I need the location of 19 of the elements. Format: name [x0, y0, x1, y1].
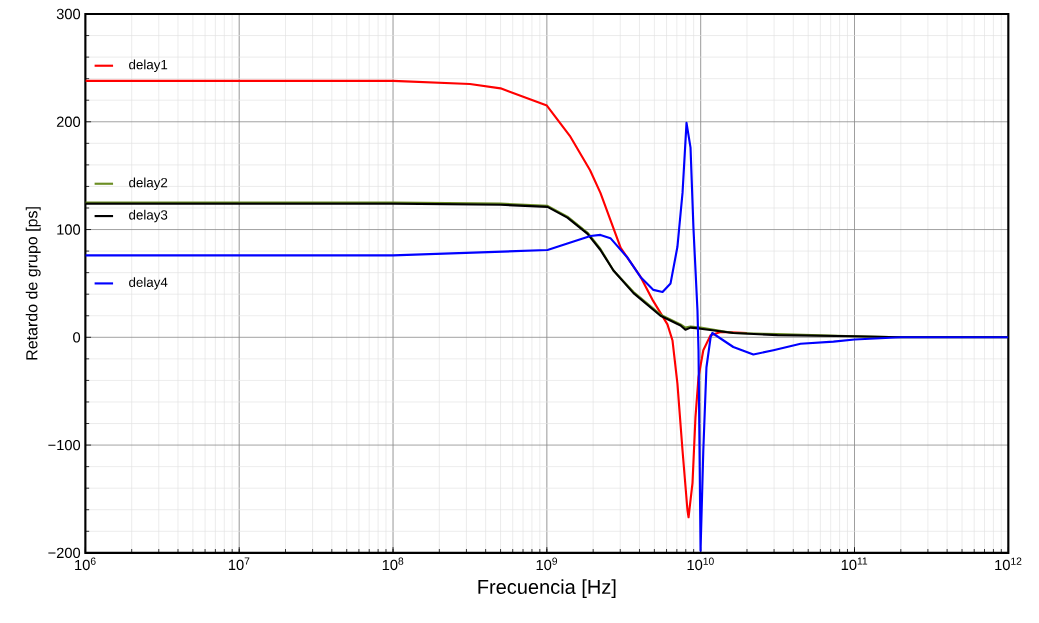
x-axis-title: Frecuencia [Hz] — [478, 579, 616, 599]
x-tick-label: 10$^{12}$ — [995, 557, 1022, 571]
y-tick-label: −100 — [48, 439, 81, 451]
legend-label: delay1 — [129, 59, 168, 72]
y-tick-label: 200 — [56, 116, 81, 128]
x-tick-label: 10$^{10}$ — [687, 557, 714, 571]
legend-label: delay4 — [129, 277, 168, 290]
x-tick-label: 10$^{7}$ — [228, 557, 250, 571]
y-tick-label: −200 — [48, 547, 81, 559]
y-tick-label: 300 — [56, 8, 81, 20]
legend-label: delay2 — [129, 177, 168, 191]
y-tick-label: 100 — [57, 224, 81, 235]
x-tick-label: 10$^{9}$ — [536, 557, 558, 571]
x-tick-label: 10$^{11}$ — [841, 557, 868, 571]
x-tick-label: 10$^{8}$ — [382, 557, 404, 571]
y-axis-title: Retardo de grupo [ps] — [25, 207, 41, 360]
y-tick-label: 0 — [73, 332, 81, 343]
x-tick-label: 10$^{6}$ — [75, 557, 96, 571]
legend-label: delay3 — [129, 209, 168, 223]
